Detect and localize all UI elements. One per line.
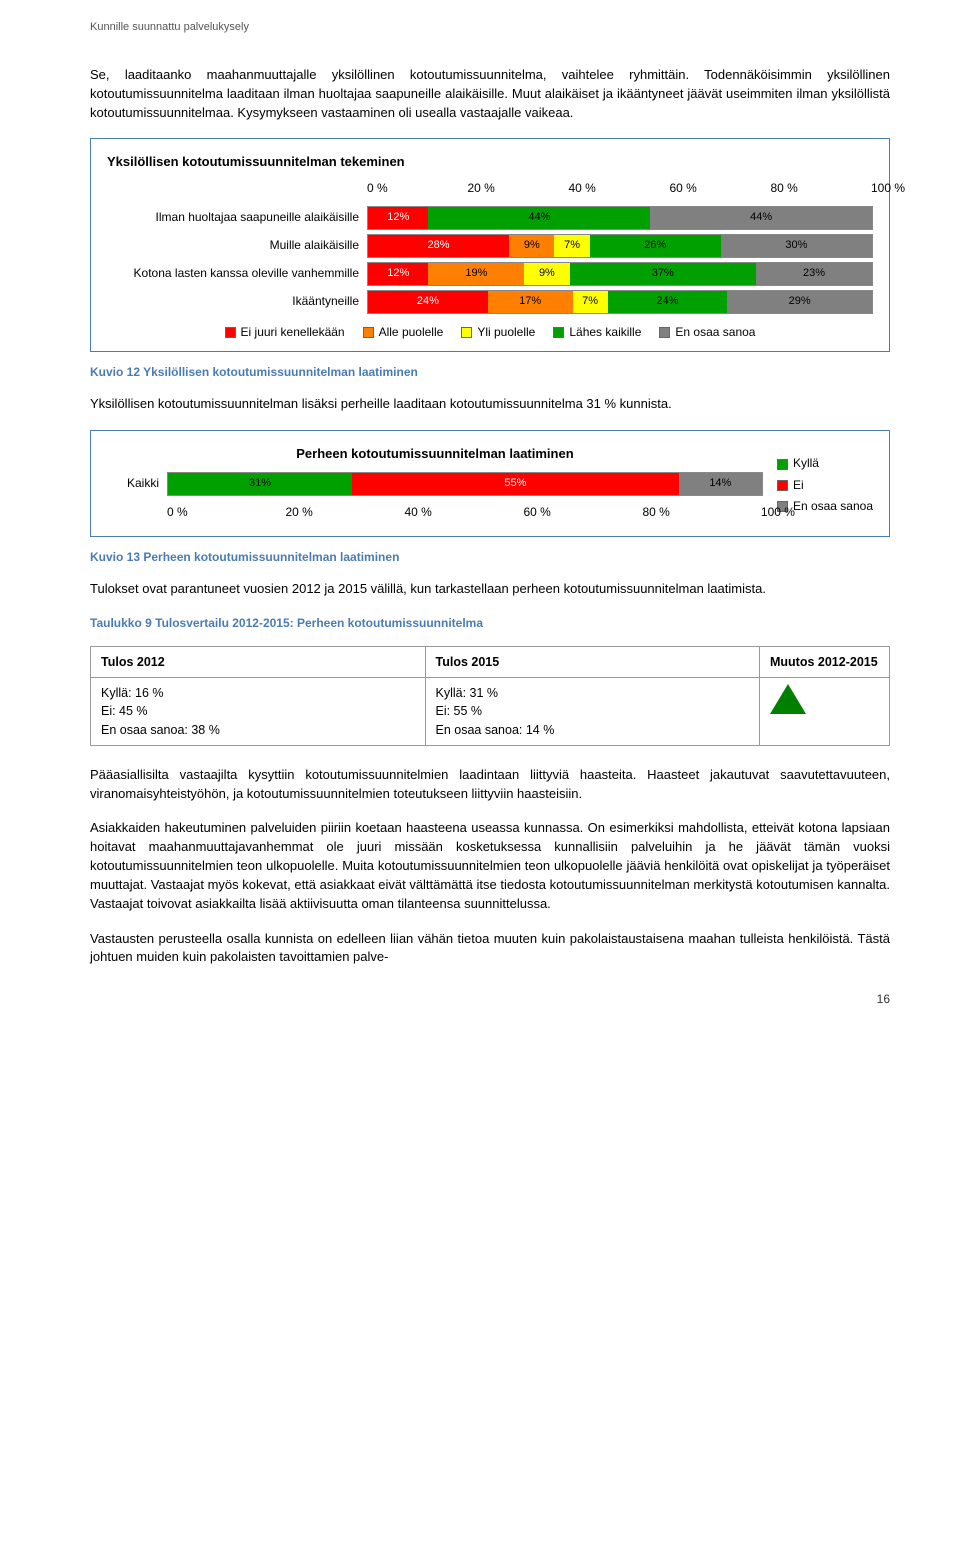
table-header-2: Tulos 2015 bbox=[425, 647, 760, 678]
chart-2-axis: 0 %20 %40 %60 %80 %100 % bbox=[167, 504, 763, 521]
chart-1-bar-label: Ikääntyneille bbox=[107, 293, 367, 310]
paragraph-b: Asiakkaiden hakeutuminen palveluiden pii… bbox=[90, 819, 890, 913]
chart-1-bar: 24%17%7%24%29% bbox=[367, 290, 873, 314]
chart-1-axis: 0 %20 %40 %60 %80 %100 % bbox=[367, 180, 873, 197]
chart-1-bar-label: Kotona lasten kanssa oleville vanhemmill… bbox=[107, 265, 367, 282]
chart-1-bar-label: Muille alaikäisille bbox=[107, 237, 367, 254]
paragraph-mid-1: Yksilöllisen kotoutumissuunnitelman lisä… bbox=[90, 395, 890, 414]
page-number: 16 bbox=[90, 991, 890, 1008]
caption-chart-2: Kuvio 13 Perheen kotoutumissuunnitelman … bbox=[90, 549, 890, 566]
table-cell-change bbox=[760, 678, 890, 745]
page-header: Kunnille suunnattu palvelukysely bbox=[90, 20, 890, 36]
comparison-table: Tulos 2012 Tulos 2015 Muutos 2012-2015 K… bbox=[90, 646, 890, 746]
chart-2-title: Perheen kotoutumissuunnitelman laatimine… bbox=[107, 445, 763, 464]
table-header-3: Muutos 2012-2015 bbox=[760, 647, 890, 678]
paragraph-intro: Se, laaditaanko maahanmuuttajalle yksilö… bbox=[90, 66, 890, 123]
table-cell-2015: Kyllä: 31 %Ei: 55 %En osaa sanoa: 14 % bbox=[425, 678, 760, 745]
chart-2: Perheen kotoutumissuunnitelman laatimine… bbox=[90, 430, 890, 536]
chart-1: Yksilöllisen kotoutumissuunnitelman teke… bbox=[90, 138, 890, 352]
chart-1-bar-label: Ilman huoltajaa saapuneille alaikäisille bbox=[107, 209, 367, 226]
caption-table: Taulukko 9 Tulosvertailu 2012-2015: Perh… bbox=[90, 615, 890, 632]
paragraph-a: Pääasiallisilta vastaajilta kysyttiin ko… bbox=[90, 766, 890, 804]
table-cell-2012: Kyllä: 16 %Ei: 45 %En osaa sanoa: 38 % bbox=[91, 678, 426, 745]
chart-1-title: Yksilöllisen kotoutumissuunnitelman teke… bbox=[107, 153, 873, 172]
chart-1-bar: 12%19%9%37%23% bbox=[367, 262, 873, 286]
triangle-up-icon bbox=[770, 684, 806, 714]
chart-1-bar: 28%9%7%26%30% bbox=[367, 234, 873, 258]
table-header-1: Tulos 2012 bbox=[91, 647, 426, 678]
caption-chart-1: Kuvio 12 Yksilöllisen kotoutumissuunnite… bbox=[90, 364, 890, 381]
chart-2-bar: 31%55%14% bbox=[167, 472, 763, 496]
chart-1-bar: 12%44%44% bbox=[367, 206, 873, 230]
chart-1-legend: Ei juuri kenellekäänAlle puolelleYli puo… bbox=[107, 324, 873, 341]
paragraph-c: Vastausten perusteella osalla kunnista o… bbox=[90, 930, 890, 968]
chart-2-row-label: Kaikki bbox=[107, 475, 167, 492]
paragraph-mid-2: Tulokset ovat parantuneet vuosien 2012 j… bbox=[90, 580, 890, 599]
